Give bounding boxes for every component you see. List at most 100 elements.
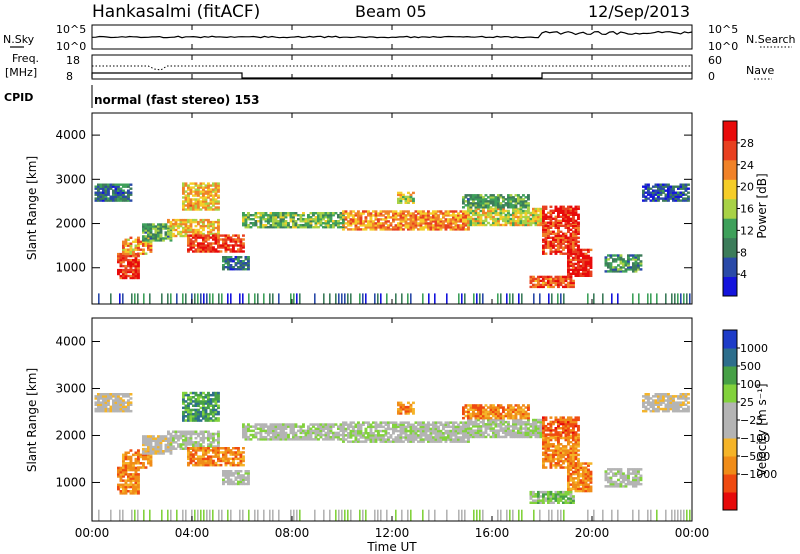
power-cell: [207, 206, 210, 209]
power-cell: [534, 285, 538, 289]
power-cell: [412, 216, 415, 219]
velocity-cell: [539, 423, 543, 426]
power-cell: [412, 197, 415, 201]
velocity-cell: [162, 452, 165, 455]
power-cell: [202, 244, 205, 247]
power-cell: [207, 226, 210, 230]
power-cell: [222, 268, 225, 271]
velocity-cell: [404, 432, 408, 435]
power-cell: [187, 220, 190, 224]
power-cell: [367, 210, 370, 213]
velocity-cell: [292, 431, 295, 435]
power-cell: [147, 248, 150, 251]
power-cell: [372, 220, 375, 223]
power-cell: [539, 215, 543, 219]
power-cell: [192, 190, 195, 193]
velocity-cell: [117, 471, 120, 474]
power-cell: [199, 196, 203, 199]
velocity-cell: [212, 398, 215, 401]
power-cell: [667, 185, 670, 188]
power-cell: [352, 228, 355, 231]
power-cell: [402, 197, 405, 201]
velocity-cell: [147, 441, 150, 445]
velocity-cell: [117, 403, 120, 406]
power-cell: [662, 191, 665, 194]
velocity-cell: [492, 420, 495, 424]
velocity-cell: [344, 421, 348, 424]
velocity-cell: [209, 436, 213, 440]
power-cell: [164, 231, 168, 234]
power-cell: [572, 230, 575, 233]
velocity-cell: [559, 459, 563, 463]
velocity-cell: [132, 468, 135, 472]
power-cell: [335, 293, 337, 304]
power-cell: [567, 266, 570, 269]
velocity-cell: [517, 435, 520, 439]
power-cell: [262, 212, 265, 215]
power-cell: [412, 191, 415, 195]
velocity-cell: [254, 425, 258, 428]
velocity-cell: [242, 433, 245, 437]
power-cell: [554, 234, 558, 237]
velocity-cell: [274, 423, 278, 426]
velocity-cell: [122, 455, 125, 459]
power-cell: [432, 214, 435, 217]
velocity-cell: [327, 435, 330, 439]
velocity-cell: [517, 410, 520, 414]
velocity-cell: [122, 471, 125, 474]
power-cell: [147, 233, 150, 236]
power-cell: [474, 209, 478, 213]
power-cell: [319, 214, 323, 217]
velocity-cell: [317, 433, 320, 437]
power-cell: [194, 248, 198, 251]
velocity-cell: [142, 441, 145, 445]
power-cell: [544, 240, 548, 243]
power-cell: [617, 258, 620, 261]
power-cell: [534, 217, 538, 221]
power-cell: [514, 223, 518, 227]
power-cell: [167, 227, 170, 230]
power-cell: [534, 211, 538, 215]
power-cell: [137, 266, 140, 270]
power-cell: [314, 226, 318, 229]
velocity-cell: [449, 425, 453, 429]
power-cell: [484, 215, 488, 219]
power-cell: [544, 232, 548, 235]
power-cell: [102, 199, 105, 202]
power-cell: [154, 235, 158, 238]
power-cell: [572, 270, 575, 273]
velocity-cell: [244, 472, 248, 475]
power-cell: [194, 232, 198, 236]
velocity-cell: [329, 435, 333, 439]
power-cell: [439, 212, 443, 215]
power-cell: [362, 222, 365, 225]
power-cell: [574, 250, 578, 254]
velocity-cell: [332, 423, 335, 426]
power-cell: [527, 223, 530, 227]
power-cell: [147, 235, 150, 238]
velocity-cell: [217, 441, 220, 444]
velocity-cell: [184, 436, 188, 440]
power-cell: [204, 204, 208, 207]
power-cell: [342, 214, 345, 217]
velocity-cell: [489, 410, 493, 414]
power-cell: [567, 236, 570, 239]
velocity-cell: [402, 429, 405, 433]
velocity-cell: [262, 429, 265, 433]
velocity-cell: [184, 410, 188, 414]
power-cell: [442, 224, 445, 227]
power-cell: [184, 190, 188, 193]
power-cell: [461, 293, 463, 304]
velocity-cell: [109, 405, 113, 409]
velocity-cell: [322, 433, 325, 437]
power-cell: [559, 252, 563, 255]
power-cell: [272, 224, 275, 227]
power-cell: [179, 224, 183, 228]
power-cell: [686, 293, 688, 304]
velocity-cell: [249, 433, 253, 437]
velocity-cell: [469, 433, 473, 437]
velocity-cell: [552, 449, 555, 452]
power-cell: [214, 236, 218, 239]
velocity-cell: [447, 423, 450, 426]
power-cell: [544, 215, 548, 218]
